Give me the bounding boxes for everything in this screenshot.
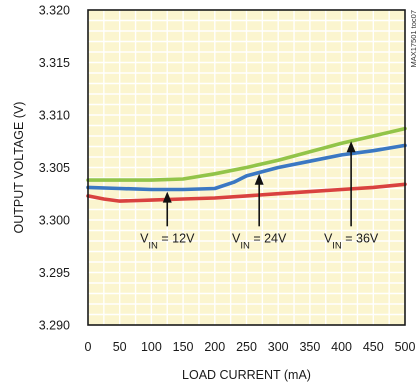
y-tick-label: 3.305 — [39, 161, 70, 175]
y-tick-labels: 3.320 3.315 3.310 3.305 3.300 3.295 3.290 — [39, 4, 70, 333]
annotation-arrow-head-2 — [254, 173, 264, 185]
x-tick-label: 400 — [331, 340, 352, 354]
annotation-label-1: VIN = 12V — [140, 231, 195, 251]
y-tick-label: 3.320 — [39, 4, 70, 18]
annotation-arrow-head-1 — [162, 191, 172, 203]
x-tick-label: 250 — [236, 340, 257, 354]
x-tick-label: 0 — [85, 340, 92, 354]
x-tick-label: 350 — [299, 340, 320, 354]
series-line-2 — [86, 143, 407, 192]
y-tick-label: 3.295 — [39, 266, 70, 280]
y-tick-label: 3.310 — [39, 109, 70, 123]
series-layer — [86, 126, 407, 203]
annotation-arrow-head-3 — [346, 141, 356, 153]
series-line-3 — [86, 126, 407, 182]
annotation-label-3: VIN = 36V — [324, 231, 379, 251]
y-tick-label: 3.290 — [39, 319, 70, 333]
x-tick-label: 500 — [395, 340, 416, 354]
x-tick-label: 300 — [268, 340, 289, 354]
x-tick-labels: 0 50 100 150 200 250 300 350 400 450 500 — [85, 340, 416, 354]
x-tick-label: 50 — [113, 340, 127, 354]
series-line-1 — [86, 182, 407, 203]
y-axis-title: OUTPUT VOLTAGE (V) — [12, 102, 26, 234]
figure-id-note: MAX17501 toc07 — [409, 10, 418, 68]
annotation-layer: VIN = 12V VIN = 24V VIN = 36V — [140, 141, 379, 251]
x-axis-title: LOAD CURRENT (mA) — [182, 368, 311, 382]
annotation-label-2: VIN = 24V — [232, 231, 287, 251]
x-tick-label: 100 — [141, 340, 162, 354]
plot-border — [87, 9, 406, 326]
x-tick-label: 150 — [173, 340, 194, 354]
y-tick-label: 3.300 — [39, 214, 70, 228]
x-tick-label: 450 — [363, 340, 384, 354]
x-tick-label: 200 — [204, 340, 225, 354]
y-tick-label: 3.315 — [39, 56, 70, 70]
